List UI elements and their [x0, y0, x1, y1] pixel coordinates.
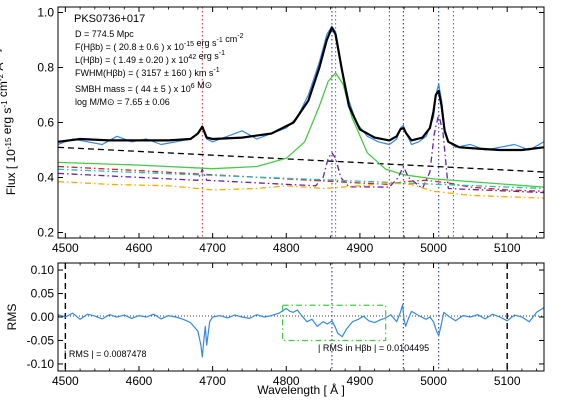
- x-tick-label: 4500: [52, 374, 79, 388]
- annotation-line-3: L(Hβb) = ( 1.49 ± 0.20 ) x 1042 erg s-1: [75, 50, 225, 65]
- hbeta-region-box: [281, 304, 387, 342]
- y-tick-label: 0.4: [37, 171, 54, 185]
- flux-axis-label: Flux [ 10-15 erg s-1 cm-2 Å-1 ]: [0, 49, 18, 195]
- series-broad-h-: [58, 72, 544, 188]
- x-tick-label: 5000: [420, 241, 447, 255]
- y-tick-label: 0.10: [31, 263, 55, 277]
- series-power-law-continuum: [58, 146, 544, 173]
- annotation-line-4: FWHM(Hβb) = ( 3157 ± 160 ) km s-1: [75, 67, 220, 78]
- annotation-line-6: log M/M⊙ = 7.65 ± 0.06: [75, 97, 170, 107]
- x-tick-label: 4700: [199, 374, 226, 388]
- y-tick-label: 0.8: [37, 61, 54, 75]
- series-component: [58, 168, 544, 190]
- flux-panel: 4500 4600 4700 4800 4900 5000 5100 0.2 0.4 0.6 0.8…: [0, 6, 545, 255]
- series-host-galaxy: [58, 180, 544, 199]
- series-residual: [58, 304, 544, 358]
- x-tick-label: 5100: [494, 241, 521, 255]
- rms-annotation-1: | RMS | = 0.0087478: [64, 349, 146, 359]
- x-tick-label: 4900: [347, 374, 374, 388]
- annotation-line-1: D = 774.5 Mpc: [75, 29, 134, 39]
- rms-panel: 4500 4600 4700 4800 4900 5000 5100 -0.10 -0.05 0.…: [5, 262, 545, 397]
- rms-values: | RMS | = 0.0087478 | RMS in Hβb | = 0.01…: [64, 343, 429, 359]
- x-tick-label: 4900: [347, 241, 374, 255]
- y-tick-label: 0.05: [31, 287, 55, 301]
- x-tick-label: 4700: [199, 241, 226, 255]
- wavelength-axis-label: Wavelength [ Å ]: [257, 382, 345, 397]
- x-tick-label: 4500: [52, 241, 79, 255]
- x-tick-label: 4600: [126, 374, 153, 388]
- x-tick-label: 5000: [420, 374, 447, 388]
- y-tick-label: 0.6: [37, 116, 54, 130]
- y-tick-label: 0.2: [37, 226, 54, 240]
- x-tick-label: 4800: [273, 241, 300, 255]
- y-tick-label: -0.10: [27, 357, 55, 371]
- series-narrow-lines: [58, 113, 544, 194]
- annotation-line-2: F(Hβb) = ( 20.8 ± 0.6 ) x 10-15 erg s-1 …: [75, 33, 244, 52]
- object-label: PKS0736+017: [74, 13, 145, 25]
- x-tick-label: 4600: [126, 241, 153, 255]
- series-model: [58, 26, 544, 152]
- y-tick-label: -0.05: [27, 333, 55, 347]
- annotation-line-5: SMBH mass = ( 44 ± 5 ) x 106 M⊙: [75, 80, 212, 94]
- y-tick-label: 1.0: [37, 6, 54, 20]
- y-tick-label: 0.00: [31, 310, 55, 324]
- rms-annotation-2: | RMS in Hβb | = 0.0104495: [318, 343, 429, 353]
- rms-axis-label: RMS: [5, 304, 19, 331]
- x-tick-label: 5100: [494, 374, 521, 388]
- x-tick-label: 4800: [273, 374, 300, 388]
